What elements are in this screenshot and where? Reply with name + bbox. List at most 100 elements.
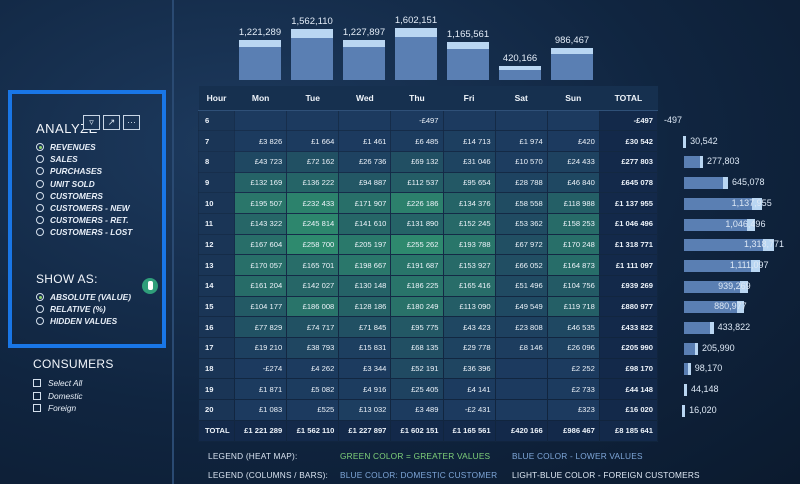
column-header: Tue bbox=[286, 86, 339, 111]
show-as-option[interactable]: HIDDEN VALUES bbox=[36, 315, 131, 327]
value-cell: £29 778 bbox=[442, 337, 496, 359]
analyze-option[interactable]: REVENUES bbox=[36, 141, 132, 153]
value-cell bbox=[494, 378, 548, 401]
radio-button[interactable] bbox=[36, 228, 44, 237]
analyze-slicer[interactable]: ANALYZE ▿ ↗ ··· REVENUES SALES PURCHASES UN… bbox=[8, 90, 166, 348]
hour-bar bbox=[682, 404, 686, 417]
heatmap-matrix: Hour Mon Tue Wed Thu Fri Sat Sun TOTAL 6 -£497 -£4… bbox=[197, 86, 659, 442]
analyze-option[interactable]: SALES bbox=[36, 153, 132, 165]
hour-bar-row: 1,046,496 bbox=[684, 217, 794, 231]
table-row: 8 £43 723 £72 162 £26 736 £69 132 £31 046 £10 … bbox=[197, 150, 659, 173]
analyze-option[interactable]: PURCHASES bbox=[36, 165, 132, 177]
consumer-option[interactable]: Domestic bbox=[33, 390, 83, 403]
analyze-options: REVENUES SALES PURCHASES UNIT SOLD CUSTOMERS… bbox=[36, 141, 132, 239]
total-cell: £986 467 bbox=[546, 419, 600, 442]
radio-button[interactable] bbox=[36, 305, 44, 314]
consumer-option[interactable]: Select All bbox=[33, 377, 83, 390]
value-cell: £51 496 bbox=[494, 275, 548, 297]
day-bar-label: 986,467 bbox=[554, 34, 590, 46]
radio-button[interactable] bbox=[36, 216, 44, 225]
checkbox[interactable] bbox=[33, 391, 41, 400]
value-cell: £158 253 bbox=[546, 212, 600, 235]
value-cell: -£2 431 bbox=[442, 399, 496, 421]
more-options-icon[interactable]: ··· bbox=[123, 115, 140, 130]
focus-mode-icon[interactable]: ↗ bbox=[103, 115, 120, 130]
day-bar bbox=[499, 66, 541, 80]
hour-bar bbox=[684, 322, 714, 334]
radio-button[interactable] bbox=[36, 191, 44, 200]
total-cell: £8 185 641 bbox=[598, 419, 659, 442]
hour-bar bbox=[684, 239, 774, 252]
total-cell: £1 221 289 bbox=[234, 419, 288, 442]
value-cell bbox=[234, 109, 288, 132]
filter-icon[interactable]: ▿ bbox=[83, 115, 100, 130]
hour-cell: 15 bbox=[197, 295, 236, 318]
hour-bar-label: 1,137,955 bbox=[731, 197, 772, 208]
value-cell bbox=[442, 109, 496, 132]
value-cell: £191 687 bbox=[390, 254, 444, 276]
value-cell: £3 344 bbox=[338, 357, 392, 380]
hour-bar-label: 1,111,097 bbox=[729, 259, 769, 270]
day-bar-label: 1,165,561 bbox=[446, 29, 490, 41]
radio-button[interactable] bbox=[36, 317, 44, 326]
hand-cursor-icon bbox=[142, 278, 158, 294]
option-label: REVENUES bbox=[50, 142, 96, 153]
foreign-segment bbox=[710, 322, 714, 334]
radio-button[interactable] bbox=[36, 204, 44, 213]
value-cell: £180 249 bbox=[390, 295, 444, 318]
value-cell: £4 916 bbox=[338, 378, 392, 401]
analyze-option[interactable]: CUSTOMERS bbox=[36, 190, 132, 202]
value-cell: £14 713 bbox=[442, 130, 496, 152]
analyze-option[interactable]: CUSTOMERS - LOST bbox=[36, 226, 132, 238]
value-cell: £193 788 bbox=[442, 233, 496, 256]
checkbox[interactable] bbox=[33, 379, 41, 388]
show-as-option[interactable]: ABSOLUTE (VALUE) bbox=[36, 291, 131, 303]
hour-cell: 17 bbox=[197, 337, 236, 359]
foreign-segment bbox=[752, 197, 762, 210]
value-cell: £131 890 bbox=[390, 212, 444, 235]
hour-bar-label: 880,977 bbox=[714, 301, 747, 312]
panel-divider bbox=[172, 0, 174, 484]
value-cell: £113 090 bbox=[442, 295, 496, 318]
hour-bar bbox=[684, 301, 745, 314]
value-cell: £152 245 bbox=[442, 212, 496, 235]
analyze-option[interactable]: CUSTOMERS - NEW bbox=[36, 202, 132, 214]
foreign-segment bbox=[683, 135, 687, 148]
hour-bar-row: 205,990 bbox=[684, 341, 794, 355]
value-cell: £128 186 bbox=[338, 295, 392, 318]
value-cell: £46 535 bbox=[546, 316, 600, 339]
value-cell bbox=[286, 109, 340, 132]
value-cell: £95 775 bbox=[390, 316, 444, 339]
radio-button[interactable] bbox=[36, 179, 44, 188]
value-cell: £164 873 bbox=[546, 254, 600, 276]
value-cell: £258 700 bbox=[286, 233, 340, 256]
consumer-option[interactable]: Foreign bbox=[33, 402, 83, 415]
value-cell: £1 871 bbox=[234, 378, 288, 401]
show-as-option[interactable]: RELATIVE (%) bbox=[36, 303, 131, 315]
radio-button[interactable] bbox=[36, 155, 44, 164]
hour-bar-row: 1,111,097 bbox=[684, 258, 794, 272]
value-cell: £23 808 bbox=[494, 316, 548, 339]
hour-bar bbox=[684, 384, 687, 397]
radio-button[interactable] bbox=[36, 293, 44, 302]
hour-bar-row: 277,803 bbox=[684, 154, 794, 169]
checkbox[interactable] bbox=[33, 404, 41, 413]
value-cell: £130 148 bbox=[338, 275, 392, 297]
radio-button[interactable] bbox=[36, 143, 44, 152]
option-label: PURCHASES bbox=[50, 166, 103, 177]
value-cell: £2 733 bbox=[546, 378, 600, 401]
value-cell: £13 032 bbox=[338, 399, 392, 421]
option-label: CUSTOMERS - RET. bbox=[50, 215, 129, 226]
hour-cell: 7 bbox=[197, 130, 236, 152]
analyze-option[interactable]: UNIT SOLD bbox=[36, 178, 132, 190]
hour-bar-row: 98,170 bbox=[684, 361, 794, 376]
value-cell: £141 610 bbox=[338, 212, 392, 235]
day-bar bbox=[239, 40, 281, 80]
foreign-segment bbox=[239, 40, 281, 48]
radio-button[interactable] bbox=[36, 167, 44, 176]
analyze-option[interactable]: CUSTOMERS - RET. bbox=[36, 214, 132, 226]
hour-cell: 9 bbox=[197, 171, 236, 194]
total-cell: £1 111 097 bbox=[598, 254, 659, 276]
value-cell: £26 736 bbox=[338, 150, 392, 173]
foreign-segment bbox=[699, 156, 703, 169]
